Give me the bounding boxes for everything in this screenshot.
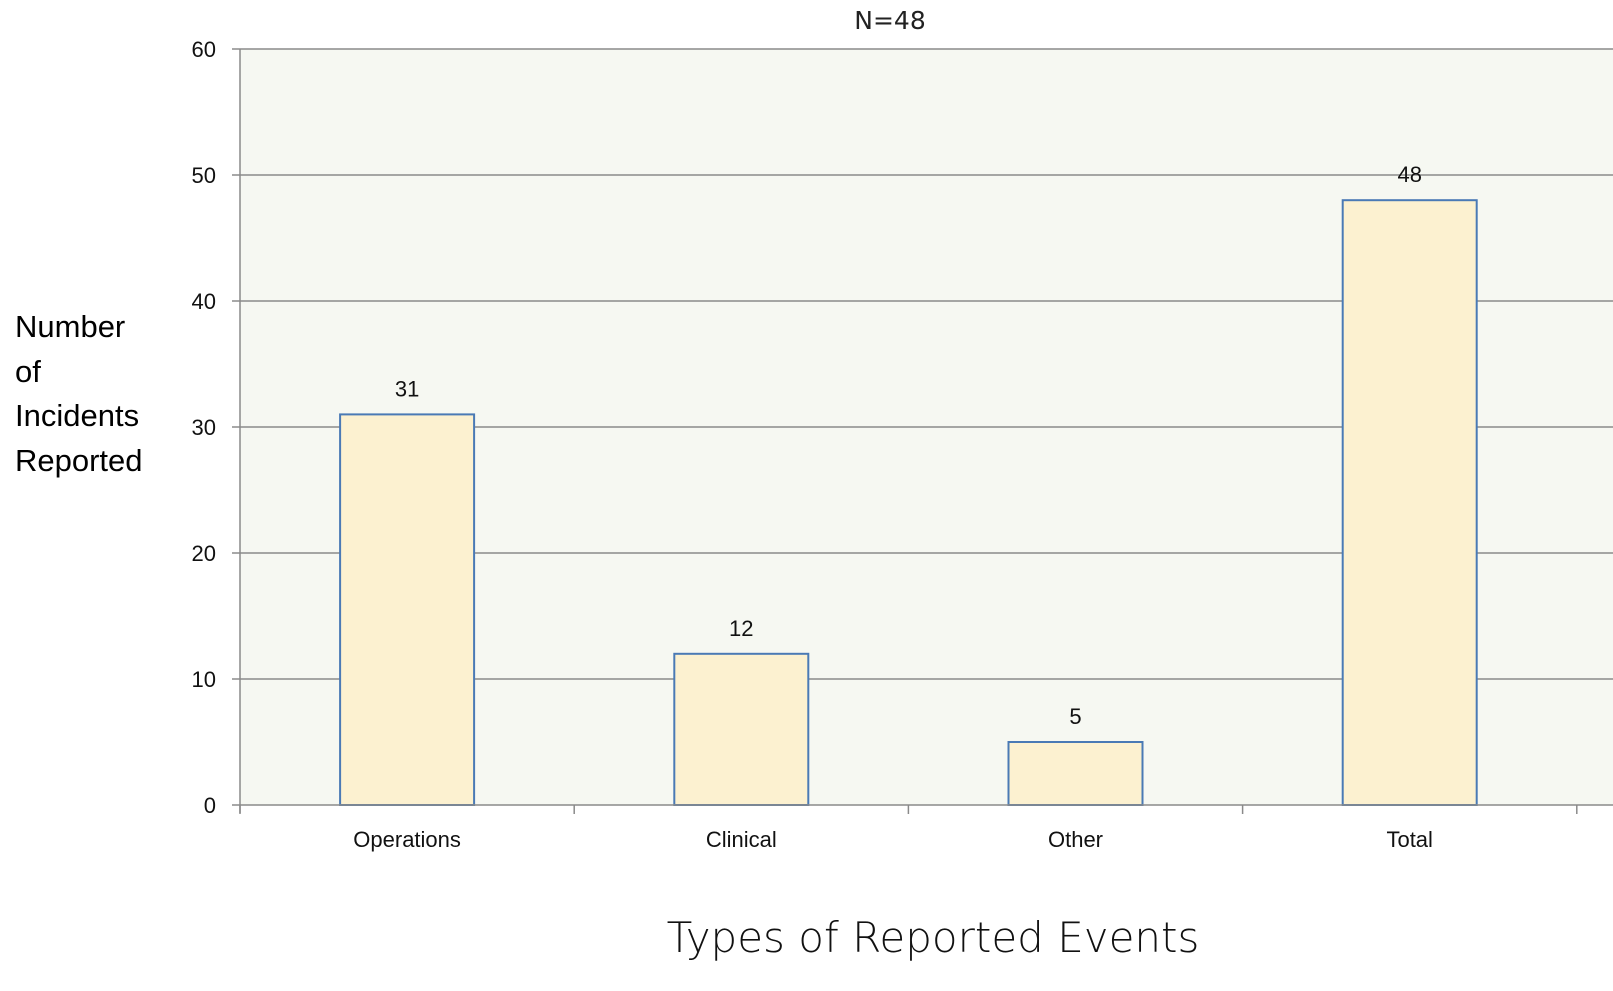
x-tick-label: Other (1048, 827, 1103, 852)
bar-other (1007, 741, 1144, 806)
data-label: 12 (729, 616, 753, 641)
x-tick-label: Total (1386, 827, 1432, 852)
y-tick-label: 60 (192, 37, 216, 62)
bar-operations (339, 413, 476, 806)
data-labels: 31 12 5 48 (395, 162, 1422, 729)
x-tick-label: Clinical (706, 827, 777, 852)
y-axis-title-line: of (15, 353, 41, 389)
y-axis-title-line: Number (15, 309, 126, 344)
x-axis-title: Types of Reported Events (667, 913, 1200, 962)
axes (232, 48, 1613, 814)
y-tick-label: 50 (192, 163, 216, 188)
y-tick-label: 0 (204, 793, 216, 818)
bars (339, 199, 1478, 806)
y-tick-label: 40 (192, 289, 216, 314)
y-axis-title: Number of Incidents Reported (15, 305, 175, 483)
y-tick-label: 10 (192, 667, 216, 692)
y-tick-label: 20 (192, 541, 216, 566)
chart-subtitle: N=48 (854, 6, 925, 35)
x-tick-label: Operations (353, 827, 461, 852)
data-label: 48 (1397, 162, 1421, 187)
bar-total (1341, 199, 1478, 806)
y-tick-label: 30 (192, 415, 216, 440)
x-tick-labels: Operations Clinical Other Total (353, 827, 1433, 852)
y-tick-labels: 0 10 20 30 40 50 60 (192, 37, 216, 818)
data-label: 5 (1069, 704, 1081, 729)
y-axis-title-line: Reported (15, 442, 143, 478)
bar-clinical (673, 652, 810, 806)
y-axis-title-line: Incidents (15, 398, 140, 433)
data-label: 31 (395, 376, 419, 401)
